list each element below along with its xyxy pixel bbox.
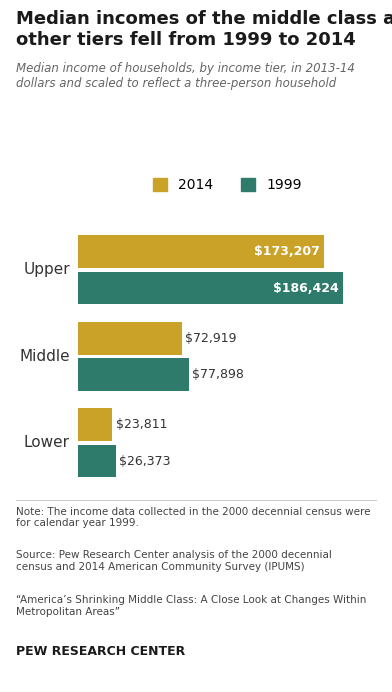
Text: $186,424: $186,424: [273, 282, 339, 295]
Text: $26,373: $26,373: [119, 455, 171, 468]
Text: Note: The income data collected in the 2000 decennial census were
for calendar y: Note: The income data collected in the 2…: [16, 507, 370, 528]
Text: other tiers fell from 1999 to 2014: other tiers fell from 1999 to 2014: [16, 31, 356, 49]
Bar: [78, 235, 324, 268]
Bar: [78, 322, 182, 354]
Text: $23,811: $23,811: [116, 418, 167, 431]
Bar: [78, 408, 112, 441]
Text: $72,919: $72,919: [185, 331, 237, 345]
Text: $77,898: $77,898: [192, 368, 244, 381]
Text: Median incomes of the middle class and: Median incomes of the middle class and: [16, 10, 392, 28]
Text: $173,207: $173,207: [254, 245, 320, 258]
Text: Source: Pew Research Center analysis of the 2000 decennial
census and 2014 Ameri: Source: Pew Research Center analysis of …: [16, 550, 332, 572]
Text: Upper: Upper: [23, 262, 70, 277]
Text: Median income of households, by income tier, in 2013-14
dollars and scaled to re: Median income of households, by income t…: [16, 62, 354, 90]
Bar: [78, 271, 343, 304]
Bar: [78, 358, 189, 391]
Bar: [78, 445, 116, 477]
Text: Middle: Middle: [19, 349, 70, 364]
Text: Lower: Lower: [24, 435, 70, 450]
Text: PEW RESEARCH CENTER: PEW RESEARCH CENTER: [16, 645, 185, 658]
Text: “America’s Shrinking Middle Class: A Close Look at Changes Within
Metropolitan A: “America’s Shrinking Middle Class: A Clo…: [16, 595, 366, 617]
Legend: 2014, 1999: 2014, 1999: [148, 172, 307, 198]
